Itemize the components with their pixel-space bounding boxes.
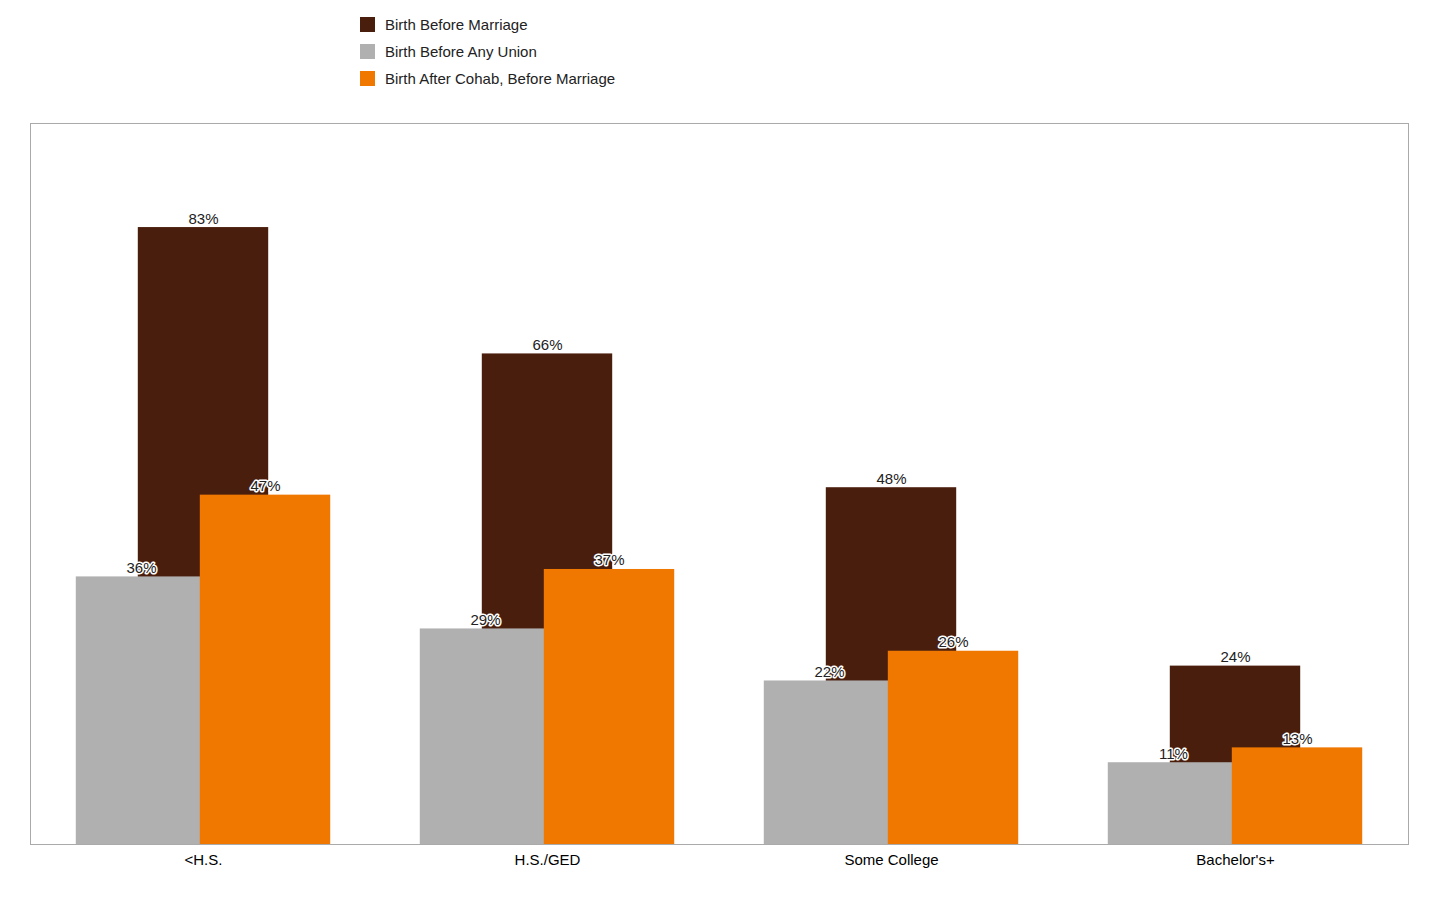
svg-text:24%: 24% — [1220, 648, 1250, 665]
svg-text:66%: 66% — [532, 336, 562, 353]
svg-text:13%: 13% — [1282, 730, 1312, 747]
svg-text:26%: 26% — [938, 633, 968, 650]
html-text:Birth After Cohab, Before Marr: Birth After Cohab, Before Marriage — [385, 70, 616, 87]
svg-text:<H.S.: <H.S. — [185, 851, 223, 868]
svg-text:83%: 83% — [188, 210, 218, 227]
svg-text:47%: 47% — [250, 477, 280, 494]
svg-text:Some College: Some College — [844, 851, 938, 868]
svg-text:Bachelor's+: Bachelor's+ — [1196, 851, 1275, 868]
html-text:Birth Before Marriage: Birth Before Marriage — [385, 16, 528, 33]
svg-text:29%: 29% — [470, 611, 500, 628]
html-text:Birth Before Any Union: Birth Before Any Union — [385, 43, 537, 60]
svg-text:36%: 36% — [126, 559, 156, 576]
svg-text:37%: 37% — [594, 551, 624, 568]
svg-text:H.S./GED: H.S./GED — [515, 851, 581, 868]
svg-text:22%: 22% — [814, 663, 844, 680]
svg-text:48%: 48% — [876, 470, 906, 487]
svg-text:11%: 11% — [1159, 745, 1188, 762]
